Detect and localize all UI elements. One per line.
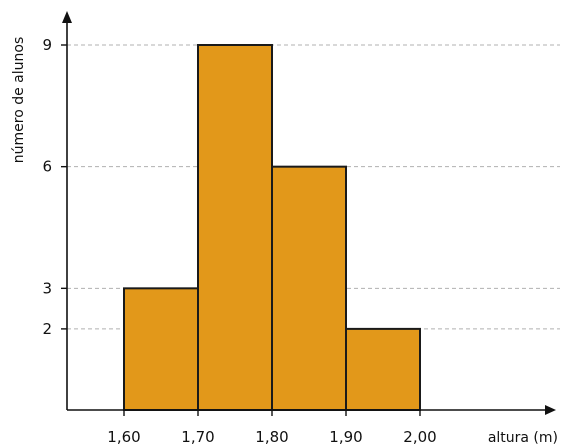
y-axis-arrow: [62, 11, 72, 23]
axes: [62, 11, 556, 415]
histogram-bar-1: [197, 44, 273, 411]
y-tick-label: 2: [42, 320, 52, 338]
histogram-bar-3: [345, 327, 421, 411]
x-tick-labels: 1,60 1,70 1,80 1,90 2,00: [107, 410, 437, 446]
x-tick-label: 1,70: [181, 428, 214, 446]
histogram-bar-2: [271, 165, 347, 411]
x-tick-label: 1,90: [329, 428, 362, 446]
y-axis-label: número de alunos: [11, 37, 27, 164]
x-axis-arrow: [545, 405, 556, 415]
y-tick-labels: 2 3 6 9: [42, 36, 67, 338]
x-tick-label: 1,60: [107, 428, 140, 446]
y-tick-label: 3: [42, 279, 52, 297]
x-tick-label: 1,80: [255, 428, 288, 446]
x-axis-label: altura (m): [488, 430, 558, 446]
y-tick-label: 9: [42, 36, 52, 54]
y-tick-label: 6: [42, 158, 52, 176]
histogram-bars: [123, 44, 421, 412]
x-tick-label: 2,00: [403, 428, 436, 446]
histogram-bar-0: [123, 287, 199, 412]
